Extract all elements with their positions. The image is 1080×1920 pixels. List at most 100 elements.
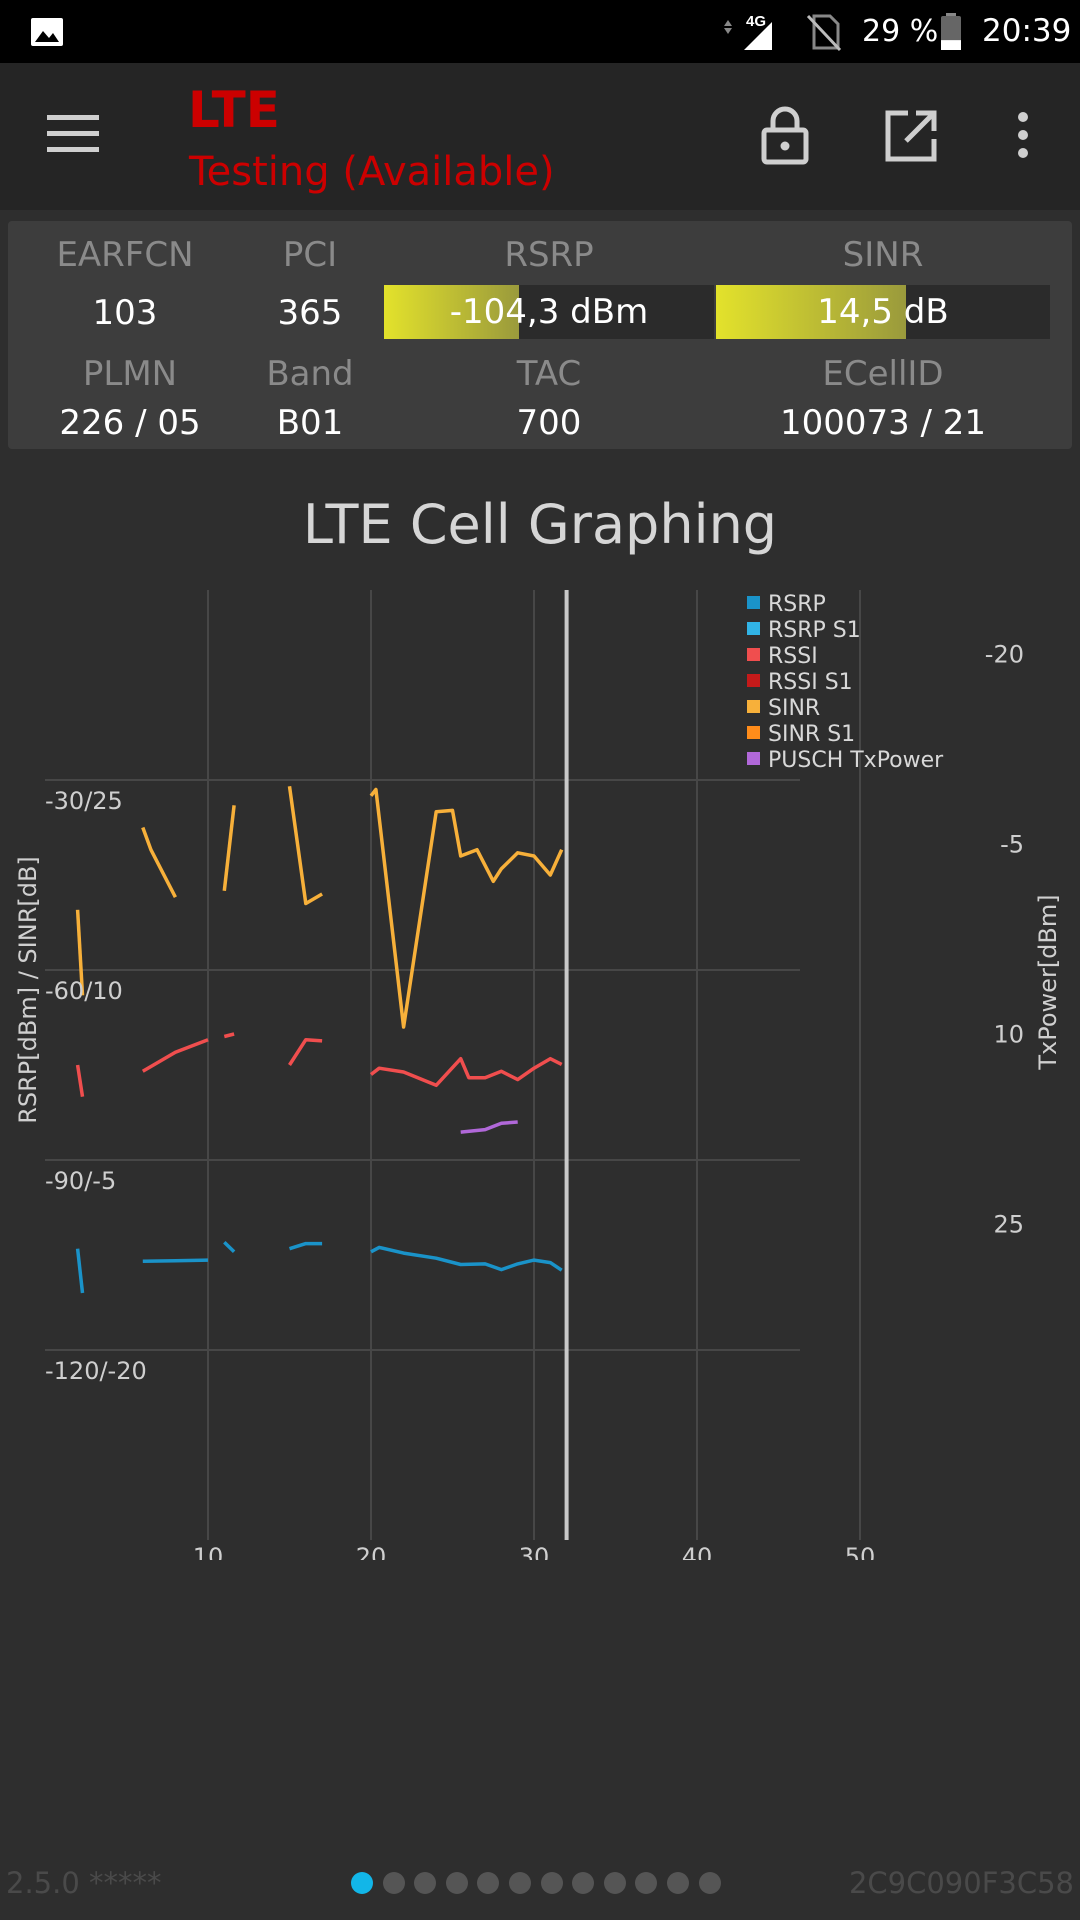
- series-line-sinr: [287, 786, 323, 906]
- page-dot[interactable]: [667, 1872, 689, 1894]
- legend-label: RSSI S1: [768, 670, 853, 695]
- pci-label: PCI: [282, 235, 338, 275]
- x-tick-label: 40: [682, 1543, 713, 1560]
- right-tick-label: -5: [1000, 830, 1024, 858]
- sinr-meter: 14,5 dB: [716, 285, 1050, 339]
- cell-info-panel: EARFCN PCI RSRP SINR 103 365 -104,3 dBm …: [8, 221, 1072, 449]
- chart-grid: [45, 590, 861, 1540]
- page-title: LTE: [188, 81, 280, 139]
- sinr-value: 14,5 dB: [817, 292, 949, 332]
- open-external-icon[interactable]: [884, 109, 938, 163]
- series-line-rsrp: [75, 1248, 85, 1294]
- rsrp-meter: -104,3 dBm: [384, 285, 714, 339]
- rsrp-label: RSRP: [504, 235, 594, 275]
- page-dot[interactable]: [540, 1872, 563, 1894]
- legend-swatch: [747, 596, 760, 609]
- battery-icon: [941, 13, 961, 50]
- page-subtitle: Testing (Available): [189, 149, 555, 195]
- page-dot[interactable]: [414, 1872, 437, 1894]
- series-line-rssi: [223, 1032, 235, 1039]
- series-line-sinr: [369, 787, 564, 1029]
- left-tick-label: -90/-5: [45, 1167, 116, 1195]
- page-dot[interactable]: [382, 1872, 405, 1894]
- left-axis-title: RSRP[dBm] / SINR[dB]: [14, 856, 42, 1124]
- page-dot[interactable]: [635, 1872, 658, 1894]
- page-dot[interactable]: [477, 1872, 500, 1894]
- earfcn-value: 103: [92, 293, 158, 333]
- rsrp-value: -104,3 dBm: [449, 292, 649, 332]
- more-vert-icon[interactable]: [1010, 111, 1036, 161]
- app-version: 2.5.0 *****: [6, 1866, 162, 1900]
- tac-value: 700: [516, 403, 582, 443]
- sinr-label: SINR: [842, 235, 924, 275]
- x-tick-label: 50: [845, 1543, 876, 1560]
- chart-series: [75, 786, 564, 1294]
- ecellid-label: ECellID: [822, 354, 944, 394]
- series-line-sinr: [141, 826, 177, 899]
- sinr-meter-fill: [716, 285, 907, 339]
- series-line-rsrp: [142, 1258, 209, 1264]
- legend-label: RSRP S1: [768, 618, 861, 643]
- status-bar: 4G 29 % 20:39: [0, 0, 1080, 63]
- band-label: Band: [266, 354, 354, 394]
- band-value: B01: [276, 403, 344, 443]
- page-dot[interactable]: [445, 1872, 468, 1894]
- series-line-rsrp: [288, 1241, 323, 1251]
- legend-swatch: [747, 752, 760, 765]
- battery-percent: 29 %: [862, 14, 939, 49]
- x-tick-label: 30: [519, 1543, 550, 1560]
- series-line-rssi: [369, 1056, 563, 1088]
- left-tick-label: -60/10: [45, 977, 123, 1005]
- plmn-value: 226 / 05: [59, 403, 201, 443]
- lte-cell-graph[interactable]: -30/25 -60/10 -90/-5 -120/-20 -20 -5 10 25 10 20 3…: [0, 560, 1080, 1560]
- legend-swatch: [747, 726, 760, 739]
- right-tick-label: 10: [993, 1020, 1024, 1048]
- rsrp-meter-fill: [384, 285, 520, 339]
- tac-label: TAC: [516, 354, 582, 394]
- legend-swatch: [747, 622, 760, 635]
- right-tick-label: -20: [985, 640, 1024, 668]
- page-dot[interactable]: [698, 1872, 721, 1894]
- no-sim-icon: [806, 14, 842, 52]
- right-axis-title: TxPower[dBm]: [1034, 894, 1062, 1070]
- clock: 20:39: [982, 13, 1072, 49]
- chart-title: LTE Cell Graphing: [302, 493, 778, 556]
- legend-swatch: [747, 648, 760, 661]
- x-tick-label: 10: [193, 1543, 224, 1560]
- series-line-pusch-txpower: [460, 1120, 518, 1134]
- app-toolbar: LTE Testing (Available): [0, 63, 1080, 210]
- legend-swatch: [747, 700, 760, 713]
- svg-text:4G: 4G: [746, 13, 766, 30]
- legend-label: RSSI: [768, 644, 818, 669]
- device-id: 2C9C090F3C58: [848, 1866, 1074, 1900]
- earfcn-label: EARFCN: [56, 235, 194, 275]
- ecellid-value: 100073 / 21: [779, 403, 987, 443]
- signal-icon: 4G: [724, 13, 772, 50]
- left-tick-label: -120/-20: [45, 1357, 147, 1385]
- menu-icon[interactable]: [47, 113, 99, 155]
- left-tick-label: -30/25: [45, 787, 123, 815]
- page-dot[interactable]: [509, 1872, 531, 1894]
- pci-value: 365: [277, 293, 343, 333]
- series-line-rssi: [75, 1064, 85, 1097]
- legend-label: PUSCH TxPower: [768, 748, 944, 773]
- legend-label: SINR S1: [768, 722, 855, 747]
- right-tick-label: 25: [993, 1210, 1024, 1238]
- x-tick-label: 20: [356, 1543, 387, 1560]
- series-line-sinr: [75, 909, 85, 996]
- legend-label: SINR: [768, 696, 820, 721]
- gallery-icon: [31, 18, 63, 46]
- legend-label: RSRP: [768, 592, 826, 617]
- series-line-rssi: [288, 1037, 323, 1066]
- page-dot[interactable]: [351, 1872, 373, 1894]
- legend-swatch: [747, 674, 760, 687]
- lock-icon[interactable]: [760, 105, 810, 165]
- series-line-sinr: [222, 805, 236, 891]
- chart-axes: -30/25 -60/10 -90/-5 -120/-20 -20 -5 10 25 10 20 3…: [14, 590, 1062, 1560]
- page-dot[interactable]: [603, 1872, 626, 1894]
- page-dot[interactable]: [572, 1872, 595, 1894]
- series-line-rssi: [141, 1038, 209, 1073]
- plmn-label: PLMN: [82, 354, 178, 394]
- series-line-rsrp: [370, 1245, 563, 1272]
